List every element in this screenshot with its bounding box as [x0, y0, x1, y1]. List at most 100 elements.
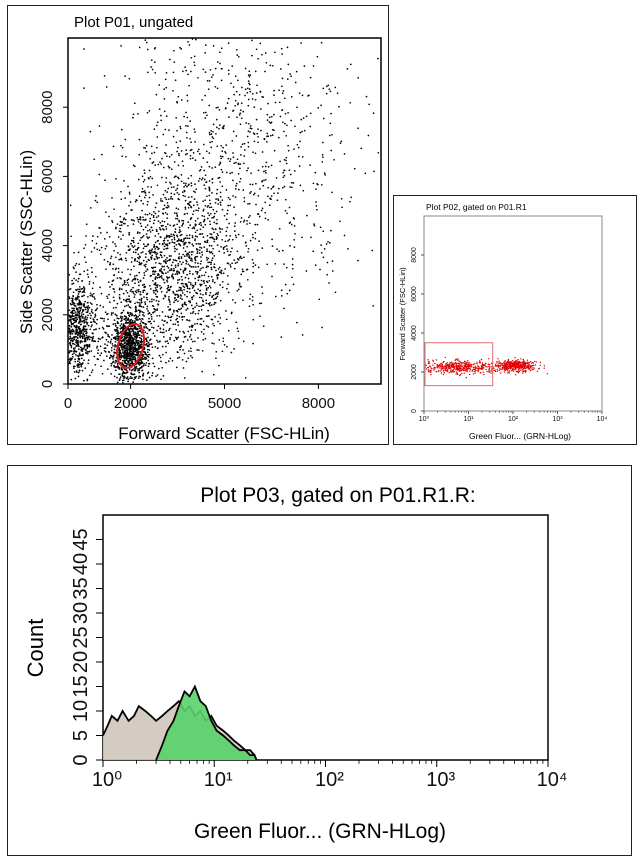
- plot-p01-point: [115, 245, 117, 248]
- plot-p01-point: [286, 124, 288, 127]
- plot-p01-point: [77, 342, 80, 344]
- plot-p01-point: [128, 346, 131, 349]
- plot-p01-point: [322, 230, 325, 233]
- plot-p01-point: [190, 257, 193, 260]
- plot-p01-point: [185, 111, 187, 114]
- plot-p01-point: [167, 271, 169, 273]
- plot-p01-point: [80, 365, 83, 367]
- plot-p01-point: [174, 323, 177, 326]
- plot-p01-point: [133, 293, 136, 296]
- plot-p01-point: [177, 146, 179, 149]
- plot-p01-point: [124, 349, 127, 352]
- plot-p01-point: [257, 128, 259, 131]
- plot-p01-point: [186, 285, 189, 288]
- plot-p01-point: [153, 244, 156, 246]
- plot-p01-point: [194, 258, 197, 261]
- plot-p01-point: [120, 238, 122, 240]
- plot-p01-point: [84, 315, 87, 318]
- plot-p01-point: [186, 339, 189, 341]
- plot-p02-point: [476, 369, 478, 372]
- plot-p01-point: [322, 117, 325, 120]
- plot-p01-gate-r1[interactable]: [113, 321, 149, 371]
- plot-p01-point: [130, 268, 133, 271]
- plot-p01-point: [145, 253, 147, 255]
- plot-p01-point: [224, 107, 227, 110]
- plot-p01-point: [128, 193, 131, 195]
- plot-p01-point: [262, 184, 265, 187]
- plot-p01-point: [135, 291, 138, 294]
- plot-p01-point: [192, 152, 195, 154]
- plot-p01-point: [116, 251, 119, 254]
- plot-p01-point: [301, 156, 304, 158]
- plot-p02-point: [539, 364, 541, 366]
- plot-p01-point: [130, 242, 132, 245]
- plot-p01-point: [273, 94, 275, 96]
- plot-p02-point: [435, 370, 437, 373]
- plot-p01-point: [165, 177, 168, 179]
- plot-p01-point: [172, 269, 175, 272]
- plot-p01-point: [69, 357, 72, 360]
- plot-p01-point: [121, 316, 124, 318]
- plot-p01-point: [219, 181, 221, 183]
- plot-p01-point: [75, 345, 78, 348]
- plot-p01-point: [175, 299, 178, 301]
- plot-p01-point: [126, 279, 129, 282]
- plot-p01-point: [298, 165, 301, 167]
- plot-p01-point: [69, 341, 71, 344]
- plot-p01-point: [128, 358, 131, 361]
- plot-p01-point: [182, 270, 185, 272]
- plot-p01-point: [185, 260, 188, 263]
- plot-p01-point: [178, 198, 180, 201]
- plot-p01-point: [197, 217, 199, 220]
- plot-p02-point: [474, 363, 476, 365]
- plot-p01-point: [182, 330, 185, 333]
- plot-p01-point: [213, 324, 215, 327]
- plot-p02-gate-r[interactable]: [424, 342, 494, 387]
- plot-p01-point: [102, 306, 105, 308]
- plot-p01-point: [68, 351, 71, 354]
- plot-p01-point: [166, 277, 169, 280]
- plot-p01-point: [287, 63, 290, 66]
- plot-p01-point: [171, 275, 173, 278]
- plot-p01-point: [77, 357, 80, 360]
- plot-p01-point: [215, 132, 217, 135]
- plot-p01-point: [119, 376, 122, 378]
- plot-p01-point: [120, 344, 123, 347]
- plot-p01-point: [242, 110, 245, 113]
- plot-p01-point: [264, 178, 267, 181]
- plot-p01-point: [99, 317, 102, 320]
- plot-p01-point: [172, 89, 174, 92]
- plot-p02-point: [465, 377, 467, 379]
- plot-p01-point: [148, 343, 151, 346]
- plot-p02-point: [522, 364, 524, 366]
- plot-p01-point: [226, 226, 229, 229]
- plot-p01-point: [73, 309, 76, 312]
- plot-p01-point: [259, 91, 262, 93]
- plot-p01-point: [132, 351, 135, 353]
- plot-p01-point: [209, 304, 211, 307]
- plot-p01-point: [166, 280, 169, 283]
- plot-p01-point: [229, 264, 232, 266]
- plot-p01-point: [137, 369, 139, 372]
- plot-p01-point: [122, 375, 125, 378]
- plot-p01-point: [121, 319, 123, 322]
- plot-p01-point: [322, 141, 324, 144]
- plot-p01-point: [220, 144, 223, 147]
- plot-p01-point: [269, 134, 272, 137]
- plot-p01-point: [313, 223, 315, 225]
- plot-p01-point: [129, 290, 132, 292]
- plot-p01-point: [280, 68, 282, 70]
- plot-p01-point: [129, 356, 132, 359]
- plot-p01-point: [211, 342, 214, 344]
- plot-p01-point: [228, 254, 230, 257]
- plot-p01-point: [257, 141, 259, 144]
- plot-p01-point: [140, 366, 143, 369]
- plot-p01-point: [261, 53, 263, 56]
- plot-p01-point: [234, 262, 237, 265]
- plot-p01-point: [82, 327, 85, 329]
- plot-p01-point: [298, 155, 300, 158]
- plot-p01-point: [182, 240, 184, 243]
- plot-p01-point: [163, 98, 166, 100]
- plot-p01-point: [101, 153, 103, 156]
- plot-p01-point: [190, 251, 193, 253]
